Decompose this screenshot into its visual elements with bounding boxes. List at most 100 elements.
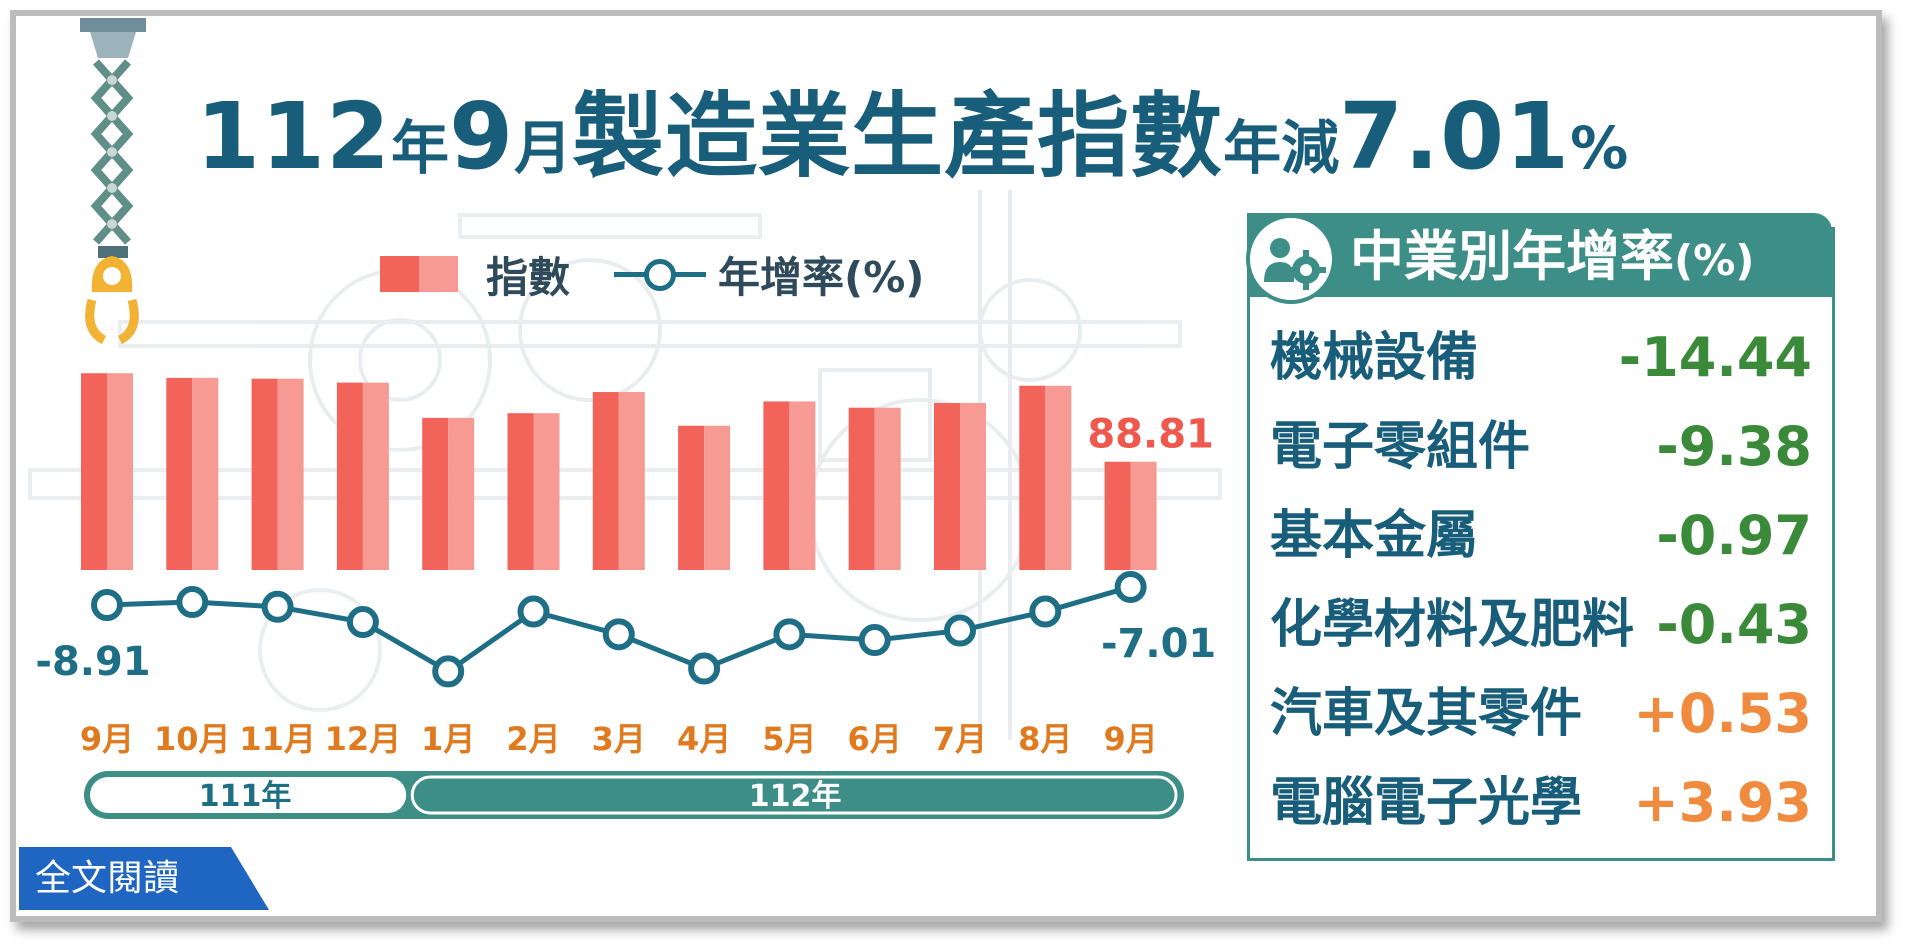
bar-7	[678, 425, 705, 570]
bar-highlight-6	[618, 392, 645, 570]
bar-label-last: 88.81	[1087, 412, 1214, 458]
x-tick-label-9: 6月	[848, 720, 902, 758]
industry-row: 化學材料及肥料 -0.43	[1270, 585, 1820, 665]
line-label-last: -7.01	[1101, 621, 1216, 667]
bar-series	[81, 373, 1157, 570]
industry-row: 電腦電子光學 +3.93	[1270, 763, 1820, 843]
read-full-text-label[interactable]: 全文閱讀	[35, 858, 180, 899]
bar-highlight-2	[277, 378, 304, 570]
bar-highlight-3	[362, 382, 389, 570]
industry-name: 電子零組件	[1270, 417, 1531, 477]
industry-value: -0.97	[1656, 504, 1812, 567]
title-part: 製造業生產指數	[572, 83, 1224, 190]
industry-row: 電子零組件 -9.38	[1270, 407, 1820, 487]
x-tick-label-2: 11月	[239, 720, 316, 758]
engineer-gear-icon	[1246, 214, 1336, 304]
title-part: %	[1570, 114, 1629, 182]
bar-highlight-4	[448, 417, 475, 570]
bar-10	[934, 403, 960, 570]
industry-panel-title: 中業別年增率(%)	[1350, 222, 1754, 292]
industry-value: -0.43	[1656, 593, 1812, 656]
line-point-6	[602, 618, 635, 651]
chart-labels: 9月 10月 11月 12月 1月 2月 3月 4月 5月 6月 7月 8月 9月 -8.91 -7.01 8…	[35, 412, 1216, 758]
year-band: 111年 112年	[84, 771, 1184, 819]
title-part: 年	[391, 114, 450, 182]
bar-highlight-0	[107, 373, 133, 570]
industry-row: 汽車及其零件 +0.53	[1270, 674, 1820, 754]
legend-bar-swatch	[380, 256, 458, 292]
chart-legend: 指數 年增率(%)	[380, 244, 925, 304]
industry-name: 基本金屬	[1270, 506, 1479, 566]
bar-highlight-1	[192, 377, 219, 570]
bar-2	[251, 378, 278, 570]
x-tick-label-10: 7月	[933, 720, 987, 758]
line-point-0	[91, 589, 123, 621]
year-label-112: 112年	[749, 779, 842, 814]
industry-panel-title-unit: (%)	[1674, 236, 1755, 285]
bar-9	[848, 407, 875, 570]
industry-value: +3.93	[1633, 771, 1812, 834]
x-tick-label-12: 9月	[1103, 720, 1157, 758]
title-part: 月	[514, 114, 573, 182]
title-part: 112	[196, 83, 392, 190]
legend-line-swatch	[614, 256, 707, 292]
line-point-9	[858, 624, 891, 657]
bar-11	[1019, 385, 1046, 570]
line-point-11	[1029, 595, 1062, 628]
line-series	[91, 570, 1147, 688]
bar-highlight-11	[1045, 385, 1072, 570]
line-point-2	[261, 590, 294, 623]
bar-highlight-9	[874, 407, 901, 570]
industry-name: 電腦電子光學	[1270, 773, 1583, 833]
industry-row: 基本金屬 -0.97	[1270, 496, 1820, 576]
title-part: 年減	[1223, 114, 1340, 182]
bar-12	[1104, 461, 1131, 570]
year-label-111: 111年	[199, 779, 292, 814]
line-point-8	[773, 618, 806, 651]
bar-highlight-8	[789, 401, 816, 570]
bar-highlight-5	[533, 413, 560, 570]
x-tick-label-0: 9月	[80, 720, 134, 758]
industry-name: 化學材料及肥料	[1270, 595, 1635, 655]
year-band-112	[410, 775, 1178, 815]
x-tick-label-7: 4月	[677, 720, 731, 758]
line-label-first: -8.91	[35, 639, 150, 685]
line-point-7	[688, 652, 721, 685]
bar-4	[422, 417, 449, 570]
bar-1	[166, 377, 193, 570]
x-tick-label-4: 1月	[421, 720, 475, 758]
industry-panel-title-text: 中業別年增率	[1350, 225, 1674, 288]
bar-3	[336, 382, 363, 570]
industry-value: +0.53	[1633, 682, 1812, 745]
x-tick-label-6: 3月	[592, 720, 646, 758]
industry-panel-header	[1247, 213, 1832, 297]
read-full-text-button[interactable]: 全文閱讀	[19, 847, 269, 910]
x-tick-label-11: 8月	[1018, 720, 1072, 758]
industry-name: 機械設備	[1270, 328, 1479, 388]
page-title: 112年9月製造業生產指數年減7.01%	[196, 62, 1629, 190]
x-tick-label-5: 2月	[506, 720, 560, 758]
industry-value: -14.44	[1618, 326, 1812, 389]
bar-5	[507, 413, 534, 570]
x-tick-label-3: 12月	[325, 720, 402, 758]
title-part: 9	[449, 83, 515, 190]
bar-highlight-7	[704, 425, 731, 570]
line-point-1	[176, 586, 209, 619]
bar-6	[592, 392, 619, 570]
year-band-111	[90, 777, 407, 813]
robot-arm-illustration	[80, 18, 146, 345]
bar-0	[81, 373, 107, 570]
x-tick-label-1: 10月	[154, 720, 231, 758]
line-point-10	[944, 614, 976, 647]
line-point-4	[432, 655, 465, 688]
legend-bar-label: 指數	[486, 252, 571, 302]
industry-value: -9.38	[1656, 415, 1812, 478]
industry-row: 機械設備 -14.44	[1270, 318, 1820, 398]
title-part: 7.01	[1339, 83, 1571, 190]
industry-growth-panel	[1247, 227, 1835, 861]
bar-8	[763, 401, 790, 570]
line-point-5	[517, 595, 550, 628]
industry-name: 汽車及其零件	[1270, 684, 1583, 744]
line-point-3	[346, 606, 379, 639]
